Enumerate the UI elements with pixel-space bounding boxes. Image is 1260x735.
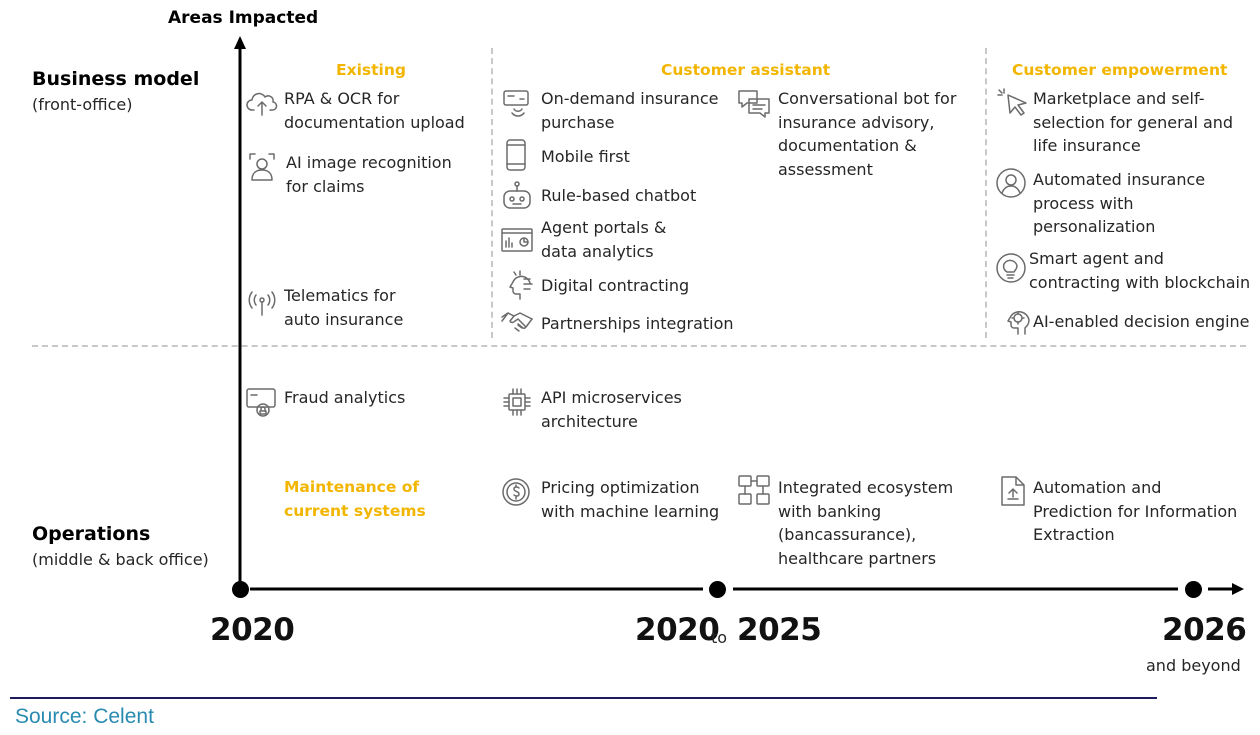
and-beyond-label: and beyond: [1146, 656, 1241, 675]
dashboard-icon: [500, 223, 534, 255]
business-model-sublabel: (front-office): [32, 95, 133, 114]
person-profile-icon: [994, 168, 1028, 200]
item-line: Marketplace and self-: [1033, 89, 1205, 108]
item-line: documentation &: [778, 136, 917, 155]
item-automation-prediction: Automation and Prediction for Informatio…: [1033, 476, 1237, 547]
item-line: Automated insurance: [1033, 170, 1206, 189]
maintenance-line: current systems: [284, 501, 426, 520]
ecosystem-icon: [737, 474, 771, 506]
item-line: architecture: [541, 411, 638, 431]
item-line: Conversational bot for: [778, 89, 957, 108]
header-customer-assistant: Customer assistant: [661, 61, 831, 79]
item-partnerships-integration: Partnerships integration: [541, 314, 734, 333]
maintenance-line: Maintenance of: [284, 478, 420, 496]
maintenance-label: Maintenance of current systems: [284, 476, 426, 523]
lightbulb-icon: [994, 252, 1028, 284]
item-line: Integrated ecosystem: [778, 478, 954, 497]
item-line: documentation upload: [284, 112, 465, 132]
item-line: API microservices: [541, 388, 682, 407]
item-line: AI image recognition: [286, 153, 452, 172]
robot-icon: [500, 179, 534, 211]
item-line: Extraction: [1033, 525, 1115, 544]
item-line: RPA & OCR for: [284, 89, 400, 108]
year-range-to: to: [711, 628, 728, 647]
item-line: for claims: [286, 176, 365, 196]
year-range-end: 2025: [737, 612, 822, 648]
touch-card-icon: [500, 87, 534, 119]
timeline-axis: [250, 583, 1244, 595]
item-on-demand-purchase: On-demand insurance purchase: [541, 87, 719, 134]
item-line: healthcare partners: [778, 548, 937, 568]
item-ai-decision-engine: AI-enabled decision engine: [1033, 312, 1250, 331]
item-conversational-bot: Conversational bot for insurance advisor…: [778, 87, 956, 181]
header-customer-empowerment: Customer empowerment: [1012, 61, 1228, 79]
item-line: (bancassurance),: [778, 525, 917, 544]
item-rule-based-chatbot: Rule-based chatbot: [541, 186, 697, 205]
item-integrated-ecosystem: Integrated ecosystem with banking (banca…: [778, 476, 953, 570]
face-scan-icon: [245, 150, 279, 182]
digital-head-icon: [500, 269, 534, 301]
document-icon: [996, 475, 1030, 507]
item-line: On-demand insurance: [541, 89, 719, 108]
item-line: auto insurance: [284, 309, 404, 329]
year-2020: 2020: [210, 612, 295, 648]
footer-rule: [10, 697, 1157, 699]
item-line: Smart agent and: [1029, 249, 1164, 268]
chat-bubbles-icon: [737, 87, 771, 119]
brain-gear-icon: [996, 304, 1030, 336]
item-fraud-analytics: Fraud analytics: [284, 388, 406, 407]
y-axis-arrow: [234, 36, 246, 592]
cursor-click-icon: [996, 87, 1030, 119]
item-line: with banking: [778, 501, 882, 521]
item-agent-portals: Agent portals & data analytics: [541, 216, 666, 263]
source-label: Source: Celent: [15, 705, 154, 728]
item-line: process with: [1033, 193, 1134, 213]
mobile-phone-icon: [500, 139, 534, 171]
item-line: insurance advisory,: [778, 112, 935, 132]
item-smart-agent: Smart agent and contracting with blockch…: [1029, 247, 1250, 294]
item-ai-image-recognition: AI image recognition for claims: [286, 151, 452, 198]
item-line: assessment: [778, 159, 873, 179]
item-line: Prediction for Information: [1033, 501, 1238, 521]
column-divider-2: [985, 48, 987, 338]
item-automated-insurance: Automated insurance process with persona…: [1033, 168, 1205, 239]
timeline-dot-2025: [709, 581, 726, 598]
item-mobile-first: Mobile first: [541, 147, 630, 166]
fraud-card-icon: [245, 386, 279, 418]
year-2026: 2026: [1162, 612, 1247, 648]
item-pricing-optimization: Pricing optimization with machine learni…: [541, 476, 719, 523]
item-telematics: Telematics for auto insurance: [284, 284, 403, 331]
item-line: contracting with blockchain: [1029, 272, 1251, 292]
item-line: Pricing optimization: [541, 478, 700, 497]
item-line: purchase: [541, 112, 615, 132]
item-api-microservices: API microservices architecture: [541, 386, 682, 433]
chip-icon: [500, 386, 534, 418]
header-existing: Existing: [336, 61, 406, 79]
timeline-dot-2020: [232, 581, 249, 598]
item-line: personalization: [1033, 217, 1156, 236]
y-axis-title: Areas Impacted: [168, 8, 319, 28]
item-line: Telematics for: [284, 286, 396, 305]
column-divider-1: [491, 48, 493, 338]
item-line: Agent portals &: [541, 218, 667, 237]
horizontal-divider: [32, 345, 1246, 347]
item-line: Automation and: [1033, 478, 1162, 497]
year-range-start: 2020: [635, 612, 720, 648]
dollar-coin-icon: [500, 476, 534, 508]
item-digital-contracting: Digital contracting: [541, 276, 690, 295]
operations-sublabel: (middle & back office): [32, 550, 209, 569]
item-line: with machine learning: [541, 501, 720, 521]
item-rpa-ocr: RPA & OCR for documentation upload: [284, 87, 465, 134]
item-line: selection for general and: [1033, 112, 1234, 132]
item-line: data analytics: [541, 241, 654, 261]
item-line: life insurance: [1033, 136, 1141, 155]
item-marketplace: Marketplace and self- selection for gene…: [1033, 87, 1233, 158]
antenna-icon: [245, 285, 279, 317]
timeline-dot-2026: [1185, 581, 1202, 598]
cloud-upload-icon: [245, 87, 279, 119]
handshake-icon: [500, 305, 534, 337]
business-model-label: Business model: [32, 68, 200, 90]
operations-label: Operations: [32, 523, 151, 545]
